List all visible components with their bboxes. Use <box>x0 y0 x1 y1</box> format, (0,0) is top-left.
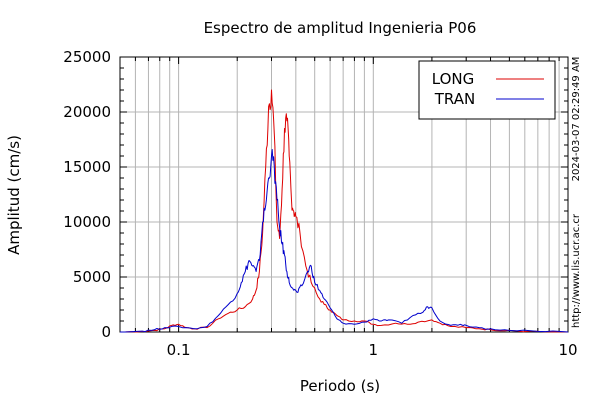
y-tick-label: 10000 <box>63 213 111 231</box>
legend-box <box>418 60 556 120</box>
y-tick-label: 15000 <box>63 158 111 176</box>
legend: LONG TRAN <box>418 60 556 120</box>
legend-label-tran: TRAN <box>434 90 475 108</box>
x-tick-label: 10 <box>558 341 577 359</box>
y-tick-label: 5000 <box>73 268 111 286</box>
source-url-text: http://www.lis.ucr.ac.cr <box>571 213 582 328</box>
axis-ticks: 0 5000 10000 15000 20000 25000 0.1 1 10 <box>63 48 577 359</box>
series-line-tran <box>120 149 569 333</box>
legend-label-long: LONG <box>432 70 474 88</box>
y-axis-label: Amplitud (cm/s) <box>5 135 23 255</box>
y-tick-label: 20000 <box>63 103 111 121</box>
y-tick-label: 0 <box>101 323 111 341</box>
y-tick-label: 25000 <box>63 48 111 66</box>
x-tick-label: 1 <box>369 341 379 359</box>
x-tick-label: 0.1 <box>167 341 191 359</box>
x-axis-label: Periodo (s) <box>300 377 380 395</box>
plot-frame <box>119 56 569 333</box>
timestamp-text: 2024-03-07 02:29:49 AM <box>571 57 582 182</box>
series-lines <box>119 89 569 333</box>
series-line-long <box>119 89 569 333</box>
chart-title: Espectro de amplitud Ingenieria P06 <box>204 19 477 37</box>
